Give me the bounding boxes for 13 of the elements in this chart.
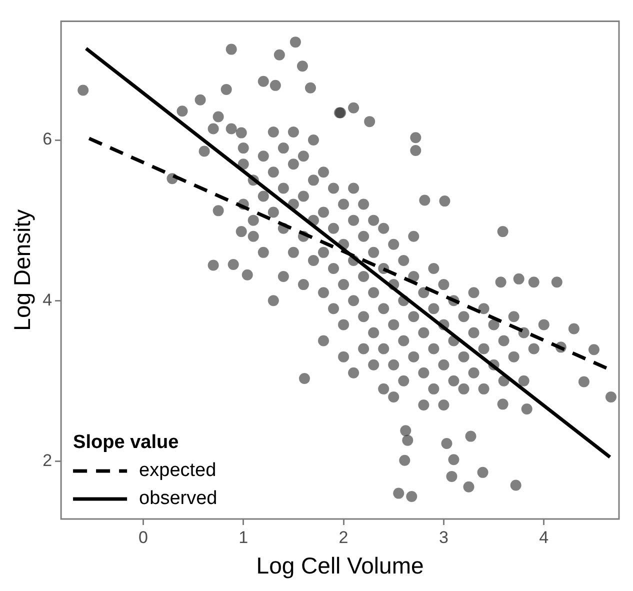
x-tick-label: 4 [539, 528, 549, 547]
y-tick-label: 4 [42, 290, 52, 310]
x-tick-label: 3 [438, 528, 448, 547]
x-tick-label: 2 [338, 528, 348, 547]
x-tick-label: 0 [138, 528, 148, 547]
y-tick-label: 2 [42, 450, 52, 470]
y-tick-label: 6 [42, 130, 52, 149]
legend-title: Slope value [73, 432, 179, 454]
legend-label: expected [139, 460, 216, 482]
legend-label: observed [139, 488, 218, 510]
x-tick-label: 1 [238, 528, 248, 547]
y-axis-title: Log Density [9, 208, 36, 331]
x-axis-title: Log Cell Volume [256, 552, 424, 579]
